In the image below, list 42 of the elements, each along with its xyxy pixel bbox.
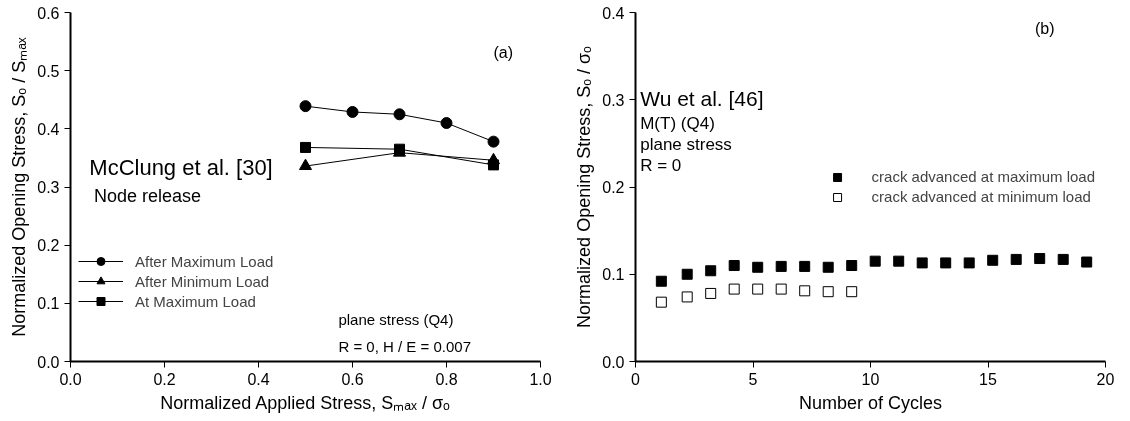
x-tick-label: 0.6	[341, 370, 364, 388]
x-tick-label: 5	[748, 370, 758, 388]
annotation: (a)	[493, 44, 514, 62]
x-tick-label: 15	[979, 370, 997, 388]
x-tick-label: 0.4	[247, 370, 270, 388]
x-tick-label: 0.8	[435, 370, 458, 388]
y-tick-label: 0.4	[37, 120, 60, 138]
y-tick-label: 0.3	[602, 91, 625, 109]
y-tick-label: 0.1	[37, 295, 60, 313]
x-tick-label: 1.0	[529, 370, 552, 388]
x-tick-label: 0.0	[59, 370, 82, 388]
x-tick-label: 0.2	[153, 370, 176, 388]
x-tick-label: 10	[861, 370, 880, 388]
x-axis-title: Number of Cycles	[798, 392, 943, 413]
annotation: (b)	[1035, 19, 1055, 37]
legend-label: crack advanced at minimum load	[871, 188, 1091, 205]
y-tick-label: 0.5	[37, 62, 60, 80]
annotation: M(T) (Q4)	[640, 113, 715, 133]
y-tick-label: 0.2	[602, 179, 625, 196]
annotation: Node release	[94, 186, 202, 207]
y-tick-label: 0.6	[37, 4, 60, 22]
legend-label: After Maximum Load	[135, 252, 274, 270]
legend-label: After Minimum Load	[135, 272, 270, 290]
legend-label: At Maximum Load	[135, 292, 256, 310]
y-axis-title: Normalized Opening Stress, Sₒ / σₒ	[574, 45, 595, 328]
annotation: Wu et al. [46]	[640, 87, 764, 111]
annotation: plane stress	[640, 134, 732, 154]
legend-label: crack advanced at maximum load	[871, 168, 1095, 185]
y-tick-label: 0.0	[37, 353, 60, 371]
annotation: R = 0	[640, 155, 682, 175]
annotation: R = 0, H / E = 0.007	[338, 337, 471, 355]
y-tick-label: 0.4	[602, 4, 625, 22]
y-tick-label: 0.0	[602, 353, 625, 371]
y-tick-label: 0.3	[37, 179, 60, 196]
y-axis-title: Normalized Opening Stress, Sₒ / Sₘₐₓ	[9, 37, 30, 337]
x-tick-label: 0	[631, 370, 641, 388]
y-tick-label: 0.2	[37, 237, 60, 255]
annotation: plane stress (Q4)	[338, 311, 454, 329]
x-axis-title: Normalized Applied Stress, Sₘₐₓ / σₒ	[160, 392, 451, 413]
x-tick-label: 20	[1096, 370, 1115, 388]
y-tick-label: 0.1	[602, 266, 625, 284]
annotation: McClung et al. [30]	[89, 155, 273, 181]
